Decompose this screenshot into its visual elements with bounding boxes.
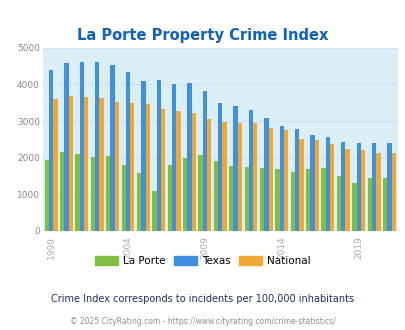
Bar bbox=[259, 168, 264, 231]
Bar bbox=[386, 143, 390, 231]
Bar bbox=[84, 97, 88, 231]
Bar bbox=[160, 109, 165, 231]
Bar bbox=[336, 176, 340, 231]
Bar bbox=[130, 103, 134, 231]
Bar bbox=[49, 70, 53, 231]
Bar bbox=[390, 153, 395, 231]
Bar bbox=[141, 81, 145, 231]
Text: © 2025 CityRating.com - https://www.cityrating.com/crime-statistics/: © 2025 CityRating.com - https://www.city… bbox=[70, 317, 335, 326]
Bar bbox=[207, 119, 211, 231]
Bar bbox=[136, 173, 141, 231]
Bar bbox=[228, 166, 233, 231]
Bar bbox=[356, 143, 360, 231]
Bar bbox=[217, 103, 222, 231]
Bar bbox=[283, 130, 288, 231]
Bar bbox=[202, 91, 207, 231]
Bar bbox=[237, 122, 241, 231]
Bar bbox=[371, 143, 375, 231]
Bar bbox=[110, 65, 115, 231]
Bar bbox=[244, 167, 248, 231]
Bar bbox=[351, 183, 356, 231]
Bar bbox=[314, 140, 318, 231]
Legend: La Porte, Texas, National: La Porte, Texas, National bbox=[91, 252, 314, 270]
Bar bbox=[53, 99, 58, 231]
Bar bbox=[115, 102, 119, 231]
Bar bbox=[325, 137, 329, 231]
Bar bbox=[68, 96, 73, 231]
Bar bbox=[298, 139, 303, 231]
Bar bbox=[340, 142, 345, 231]
Bar bbox=[99, 98, 103, 231]
Bar bbox=[183, 158, 187, 231]
Text: Crime Index corresponds to incidents per 100,000 inhabitants: Crime Index corresponds to incidents per… bbox=[51, 294, 354, 304]
Bar bbox=[345, 148, 349, 231]
Bar bbox=[279, 125, 283, 231]
Bar bbox=[126, 72, 130, 231]
Bar bbox=[167, 165, 172, 231]
Bar bbox=[294, 129, 298, 231]
Bar bbox=[64, 63, 68, 231]
Bar bbox=[290, 172, 294, 231]
Bar bbox=[213, 161, 217, 231]
Bar bbox=[305, 169, 309, 231]
Text: La Porte Property Crime Index: La Porte Property Crime Index bbox=[77, 28, 328, 43]
Bar bbox=[60, 151, 64, 231]
Bar bbox=[382, 178, 386, 231]
Bar bbox=[248, 111, 253, 231]
Bar bbox=[253, 123, 257, 231]
Bar bbox=[275, 170, 279, 231]
Bar bbox=[172, 84, 176, 231]
Bar bbox=[191, 114, 196, 231]
Bar bbox=[360, 150, 364, 231]
Bar bbox=[91, 157, 95, 231]
Bar bbox=[176, 111, 180, 231]
Bar bbox=[264, 118, 268, 231]
Bar bbox=[309, 135, 314, 231]
Bar bbox=[329, 144, 334, 231]
Bar bbox=[121, 165, 126, 231]
Bar bbox=[187, 83, 191, 231]
Bar bbox=[152, 191, 156, 231]
Bar bbox=[79, 62, 84, 231]
Bar bbox=[106, 156, 110, 231]
Bar bbox=[367, 178, 371, 231]
Bar bbox=[222, 122, 226, 231]
Bar bbox=[156, 81, 160, 231]
Bar bbox=[268, 128, 272, 231]
Bar bbox=[198, 155, 202, 231]
Bar bbox=[233, 107, 237, 231]
Bar bbox=[75, 154, 79, 231]
Bar bbox=[45, 160, 49, 231]
Bar bbox=[95, 62, 99, 231]
Bar bbox=[375, 153, 379, 231]
Bar bbox=[321, 168, 325, 231]
Bar bbox=[145, 104, 149, 231]
